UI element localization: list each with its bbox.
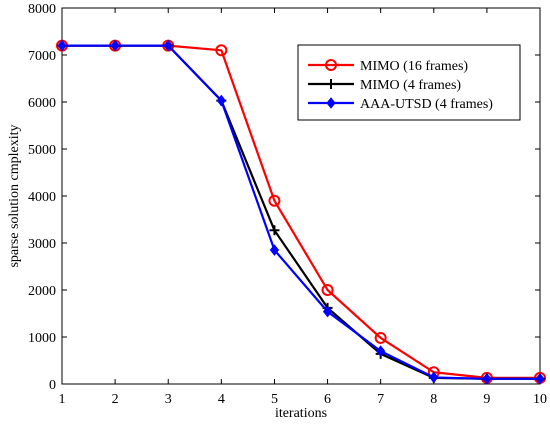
y-tick-label: 0 xyxy=(49,378,56,393)
legend-item: MIMO (16 frames) xyxy=(308,59,468,74)
data-point xyxy=(269,225,280,236)
y-tick-label: 8000 xyxy=(28,2,56,17)
legend-item: AAA-UTSD (4 frames) xyxy=(308,97,493,112)
y-tick-label: 1000 xyxy=(28,331,56,346)
data-point xyxy=(269,244,280,256)
x-tick-label: 8 xyxy=(430,392,437,407)
legend-marker xyxy=(326,97,336,109)
x-axis: 1 2 3 4 5 6 7 8 9 10 xyxy=(59,8,547,407)
data-point xyxy=(322,305,333,318)
x-tick-label: 2 xyxy=(112,392,119,407)
x-axis-label: iterations xyxy=(275,406,327,421)
y-tick-label: 5000 xyxy=(28,143,56,158)
x-tick-label: 7 xyxy=(377,392,384,407)
legend-label: AAA-UTSD (4 frames) xyxy=(360,97,493,112)
legend-label: MIMO (16 frames) xyxy=(360,59,468,74)
data-point xyxy=(110,39,120,52)
data-point xyxy=(535,373,545,385)
legend-box xyxy=(297,44,521,121)
legend: MIMO (16 frames) MIMO (4 frames) AAA-UTSD … xyxy=(297,44,521,121)
series-line xyxy=(62,44,540,380)
x-tick-label: 3 xyxy=(165,392,172,407)
y-axis-label: sparse solution cmplexity xyxy=(7,124,22,267)
x-tick-label: 9 xyxy=(483,392,490,407)
data-point xyxy=(482,373,492,385)
x-tick-label: 4 xyxy=(218,392,225,407)
x-tick-label: 1 xyxy=(59,392,66,407)
data-point xyxy=(57,39,67,52)
series-layer xyxy=(56,39,546,385)
data-point xyxy=(321,284,334,296)
y-tick-label: 6000 xyxy=(28,96,56,111)
series-3 xyxy=(57,39,545,385)
y-tick-label: 3000 xyxy=(28,237,56,252)
y-tick-label: 4000 xyxy=(28,190,56,205)
data-point xyxy=(216,94,226,107)
data-point xyxy=(163,39,173,52)
x-tick-label: 10 xyxy=(533,392,547,407)
x-tick-label: 5 xyxy=(271,392,278,407)
y-tick-label: 2000 xyxy=(28,284,56,299)
x-tick-label: 6 xyxy=(324,392,331,407)
y-tick-label: 7000 xyxy=(28,49,56,64)
data-point xyxy=(429,371,439,384)
data-point xyxy=(376,345,386,357)
legend-label: MIMO (4 frames) xyxy=(360,78,461,93)
legend-marker xyxy=(325,59,337,71)
data-point xyxy=(374,331,387,344)
legend-marker xyxy=(326,79,336,89)
y-axis: 0 1000 2000 3000 4000 5000 6000 7000 8000 xyxy=(28,2,540,393)
data-point xyxy=(215,44,228,57)
legend-item: MIMO (4 frames) xyxy=(308,78,461,93)
data-point xyxy=(268,194,281,207)
